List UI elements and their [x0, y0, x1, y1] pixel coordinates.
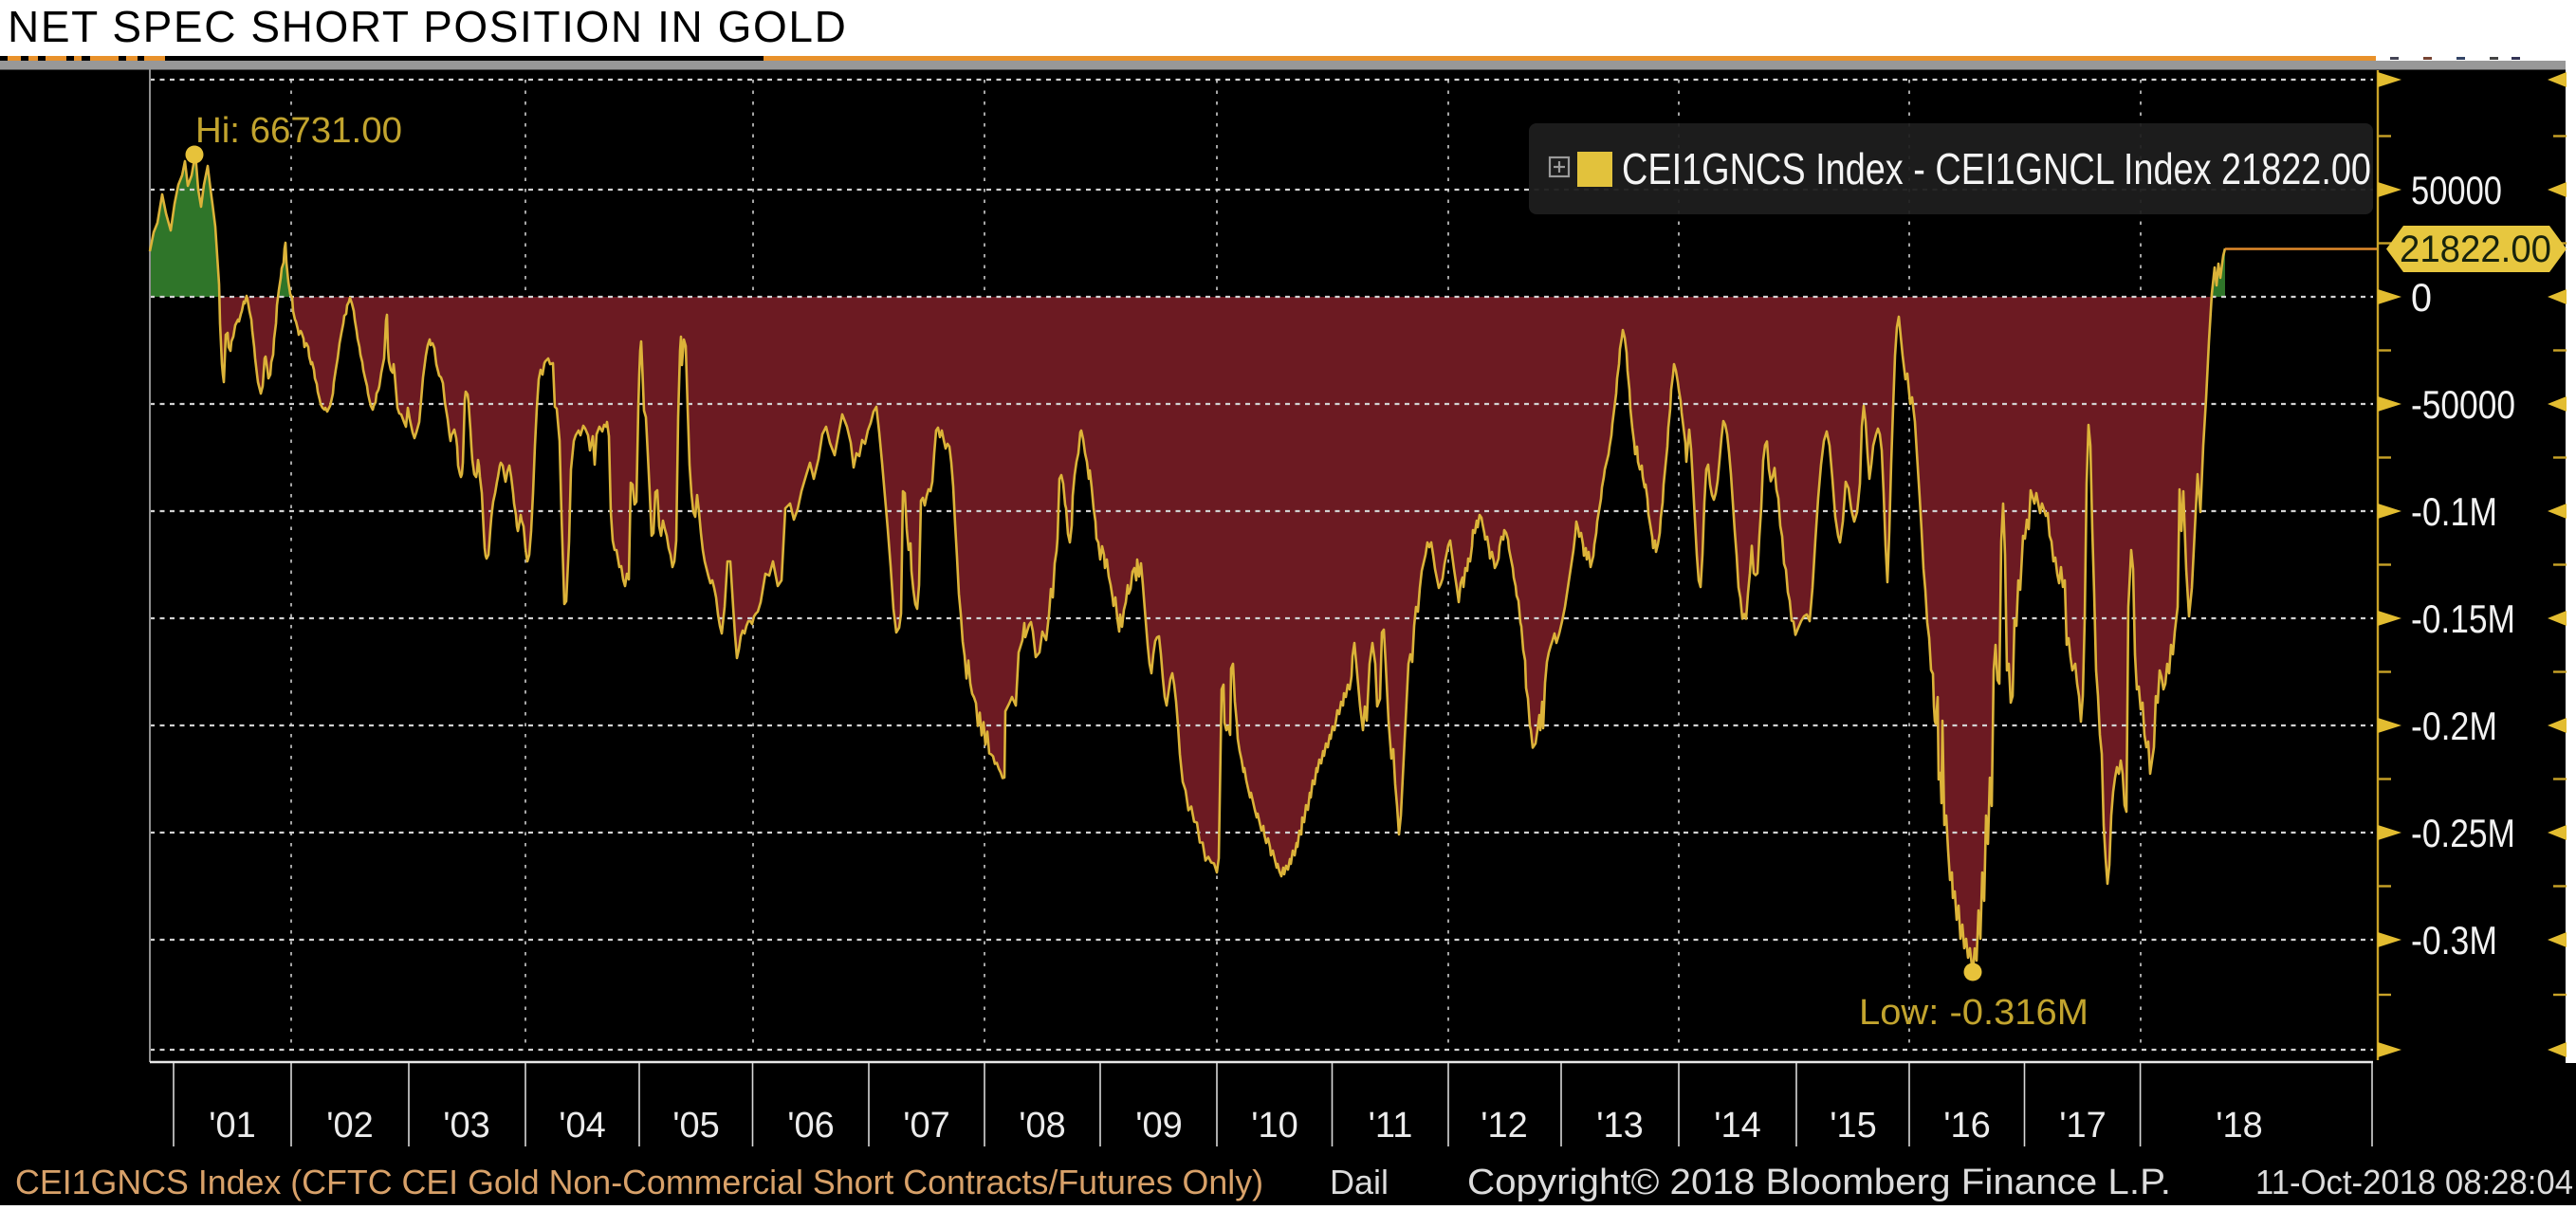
svg-text:'07: '07 — [903, 1106, 950, 1146]
svg-text:'11: '11 — [1369, 1106, 1413, 1146]
svg-text:'09: '09 — [1135, 1106, 1183, 1146]
svg-text:-0.25M: -0.25M — [2411, 811, 2515, 855]
svg-text:CEI1GNCS Index (CFTC CEI Gold: CEI1GNCS Index (CFTC CEI Gold Non-Commer… — [15, 1163, 1263, 1201]
svg-text:Dail: Dail — [1330, 1163, 1389, 1201]
svg-text:'15: '15 — [1830, 1106, 1877, 1146]
svg-text:'02: '02 — [326, 1106, 374, 1146]
svg-text:-0.2M: -0.2M — [2411, 704, 2497, 748]
svg-text:'10: '10 — [1251, 1106, 1298, 1146]
svg-text:'04: '04 — [559, 1106, 606, 1146]
svg-text:'18: '18 — [2216, 1106, 2263, 1146]
svg-text:'12: '12 — [1481, 1106, 1528, 1146]
svg-text:'17: '17 — [2059, 1106, 2107, 1146]
svg-text:'08: '08 — [1019, 1106, 1066, 1146]
svg-text:11-Oct-2018 08:28:04: 11-Oct-2018 08:28:04 — [2255, 1163, 2573, 1201]
svg-text:50000: 50000 — [2411, 168, 2502, 212]
svg-text:NET SPEC SHORT POSITION IN GOL: NET SPEC SHORT POSITION IN GOLD — [8, 2, 847, 51]
svg-text:-0.1M: -0.1M — [2411, 489, 2497, 534]
svg-text:'13: '13 — [1596, 1106, 1644, 1146]
svg-text:'03: '03 — [443, 1106, 490, 1146]
svg-text:-0.3M: -0.3M — [2411, 918, 2497, 962]
svg-text:'05: '05 — [672, 1106, 720, 1146]
svg-text:Hi: 66731.00: Hi: 66731.00 — [195, 111, 402, 151]
svg-text:Copyright© 2018 Bloomberg Fina: Copyright© 2018 Bloomberg Finance L.P. — [1467, 1163, 2171, 1202]
svg-text:21822.00: 21822.00 — [2400, 229, 2551, 270]
svg-text:-50000: -50000 — [2411, 382, 2515, 427]
svg-text:CEI1GNCS Index - CEI1GNCL Inde: CEI1GNCS Index - CEI1GNCL Index 21822.00 — [1622, 144, 2371, 193]
svg-text:'16: '16 — [1943, 1106, 1991, 1146]
svg-text:0: 0 — [2411, 275, 2432, 320]
svg-text:'14: '14 — [1714, 1106, 1761, 1146]
svg-text:'01: '01 — [209, 1106, 256, 1146]
svg-text:-0.15M: -0.15M — [2411, 596, 2515, 641]
svg-text:Low: -0.316M: Low: -0.316M — [1859, 993, 2088, 1033]
svg-text:'06: '06 — [787, 1106, 835, 1146]
